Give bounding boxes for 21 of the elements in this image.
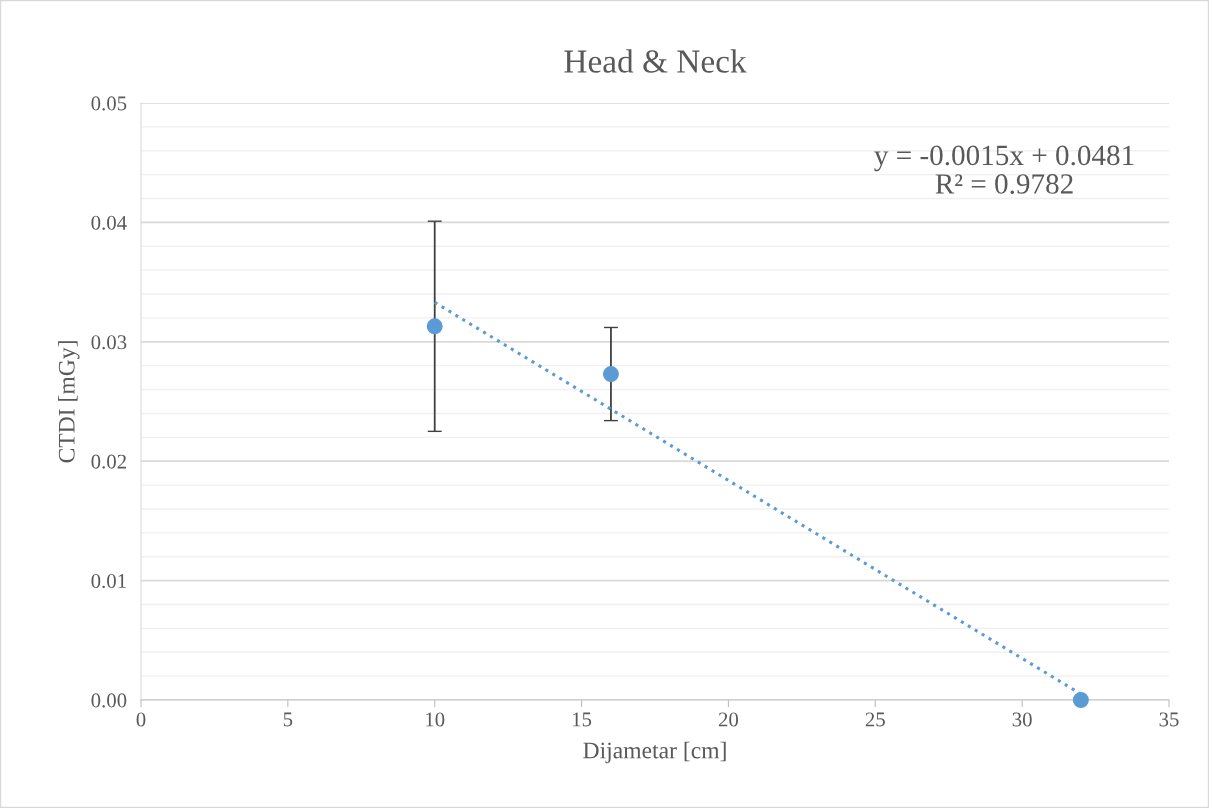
y-axis-title: CTDI [mGy] — [58, 341, 80, 463]
y-tick-label: 0.02 — [91, 454, 126, 469]
y-tick-label: 0.05 — [91, 96, 127, 111]
x-tick-label: 10 — [426, 712, 445, 727]
y-tick-label: 0.04 — [91, 215, 127, 230]
x-tick-label: 35 — [1159, 712, 1179, 727]
point — [426, 318, 443, 335]
x-tick-label: 0 — [136, 712, 146, 727]
point — [1072, 692, 1089, 708]
x-tick-label: 30 — [1012, 712, 1032, 727]
y-tick-label: 0.00 — [91, 693, 127, 708]
annotation: y = -0.0015x + 0.0481 R² = 0.9782 — [874, 145, 1134, 194]
chart-title: Head & Neck — [564, 49, 747, 73]
x-axis-title: Dijametar [cm] — [583, 741, 726, 764]
point — [602, 366, 619, 383]
x-tick-label: 20 — [718, 712, 739, 727]
y-tick-label: 0.03 — [91, 335, 127, 350]
y-tick-label: 0.01 — [91, 573, 126, 589]
x-tick-label: 15 — [572, 712, 592, 727]
x-tick-label: 5 — [283, 712, 293, 727]
x-tick-label: 25 — [865, 712, 885, 727]
